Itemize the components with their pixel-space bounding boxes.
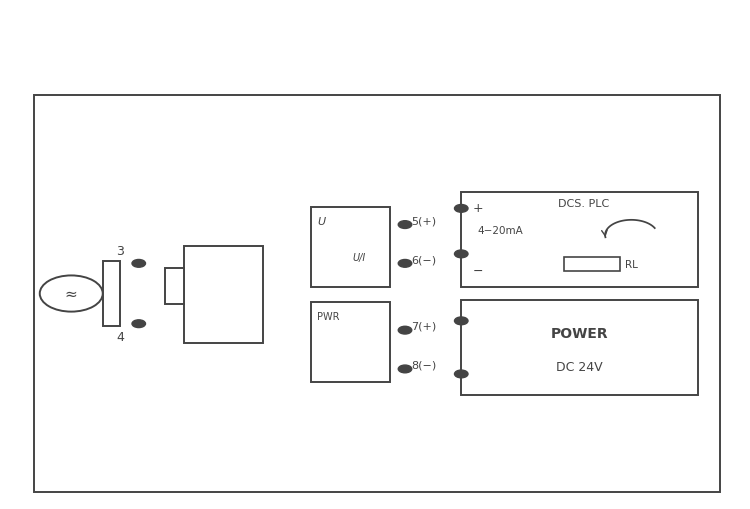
Text: −: − xyxy=(472,264,483,277)
Bar xyxy=(311,208,390,288)
Circle shape xyxy=(454,317,468,325)
Circle shape xyxy=(454,250,468,258)
Circle shape xyxy=(132,320,146,328)
Text: Wiring diagram: Wiring diagram xyxy=(272,19,478,44)
Text: 6(−): 6(−) xyxy=(411,254,436,265)
Circle shape xyxy=(398,260,412,268)
Circle shape xyxy=(398,221,412,229)
Text: U/I: U/I xyxy=(352,252,365,262)
Bar xyxy=(461,193,698,288)
Bar xyxy=(461,300,698,395)
Bar xyxy=(103,262,120,326)
Text: ≈: ≈ xyxy=(64,287,78,301)
Circle shape xyxy=(398,327,412,334)
Text: 5(+): 5(+) xyxy=(411,216,436,226)
Bar xyxy=(184,247,262,344)
Text: 7(+): 7(+) xyxy=(411,321,436,331)
Text: 3: 3 xyxy=(116,244,124,258)
Text: PWR: PWR xyxy=(317,312,340,321)
Bar xyxy=(563,258,620,272)
Text: 4−20mA: 4−20mA xyxy=(478,225,524,236)
Text: 8(−): 8(−) xyxy=(411,360,436,370)
Text: DC 24V: DC 24V xyxy=(556,360,603,373)
Text: POWER: POWER xyxy=(550,327,608,341)
Text: +: + xyxy=(472,202,483,214)
Circle shape xyxy=(454,205,468,213)
Circle shape xyxy=(398,365,412,373)
Circle shape xyxy=(132,260,146,268)
Circle shape xyxy=(454,371,468,378)
Text: RL: RL xyxy=(625,260,638,270)
Text: 4: 4 xyxy=(116,330,124,344)
Bar xyxy=(311,302,390,382)
Text: DCS. PLC: DCS. PLC xyxy=(559,199,610,209)
Bar xyxy=(165,268,184,304)
Text: U: U xyxy=(317,217,326,227)
